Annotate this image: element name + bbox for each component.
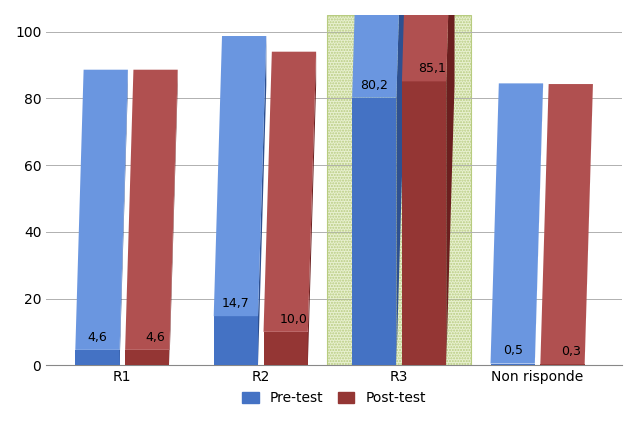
Polygon shape: [540, 84, 593, 364]
Text: 0,5: 0,5: [503, 344, 523, 358]
Bar: [327, 15, 471, 365]
Text: 14,7: 14,7: [222, 297, 250, 310]
Polygon shape: [75, 70, 128, 350]
Polygon shape: [535, 84, 543, 365]
Bar: [490, 364, 535, 365]
Polygon shape: [125, 70, 178, 350]
Text: 85,1: 85,1: [419, 62, 447, 75]
Text: 4,6: 4,6: [146, 331, 166, 344]
Polygon shape: [352, 0, 404, 98]
Bar: [75, 350, 120, 365]
Polygon shape: [258, 36, 266, 365]
Polygon shape: [213, 36, 266, 316]
Polygon shape: [169, 70, 178, 365]
Bar: [213, 316, 258, 365]
Polygon shape: [447, 0, 455, 365]
Text: 0,3: 0,3: [561, 345, 581, 358]
Polygon shape: [490, 84, 543, 364]
Bar: [352, 98, 396, 365]
Polygon shape: [120, 70, 128, 365]
Text: 10,0: 10,0: [280, 313, 308, 326]
Polygon shape: [396, 0, 404, 365]
Text: 4,6: 4,6: [87, 331, 107, 344]
Polygon shape: [585, 84, 593, 365]
Bar: [125, 350, 169, 365]
Bar: [540, 364, 585, 365]
Polygon shape: [308, 52, 316, 365]
Text: 80,2: 80,2: [361, 79, 388, 91]
Polygon shape: [402, 0, 455, 81]
Polygon shape: [264, 52, 316, 332]
Bar: [402, 81, 447, 365]
Legend: Pre-test, Post-test: Pre-test, Post-test: [237, 386, 431, 411]
Bar: [327, 15, 471, 365]
Bar: [264, 332, 308, 365]
